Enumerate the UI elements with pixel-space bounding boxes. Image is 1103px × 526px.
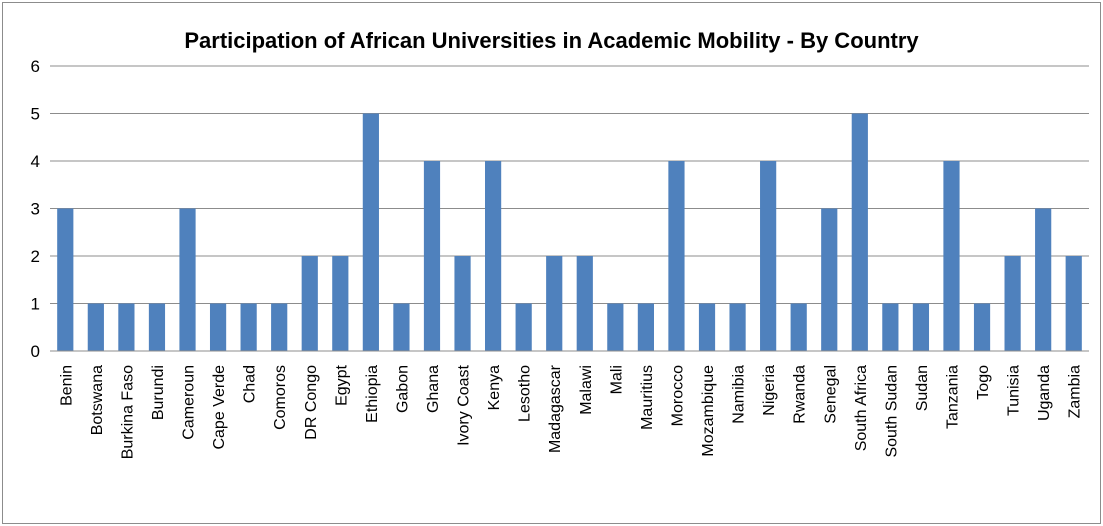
bar: [148, 303, 166, 351]
bar: [821, 208, 838, 351]
bar: [118, 303, 135, 351]
y-axis-ticks: 0 1 2 3 4 5 6: [31, 57, 40, 361]
y-tick-label: 5: [31, 105, 40, 124]
x-category-label: Kenya: [486, 365, 503, 410]
bar: [668, 161, 685, 351]
bar: [332, 256, 349, 351]
bar: [546, 256, 563, 351]
x-category-label: Lesotho: [517, 365, 534, 422]
x-category-label: Zambia: [1067, 365, 1084, 418]
x-category-label: Rwanda: [792, 365, 809, 424]
bar: [1065, 256, 1082, 351]
bar: [698, 303, 716, 351]
x-category-label: Mozambique: [700, 365, 717, 457]
bar: [760, 161, 777, 351]
bar: [851, 113, 868, 351]
x-category-label: Ethiopia: [364, 365, 381, 423]
bar: [271, 303, 288, 351]
y-tick-label: 1: [31, 295, 40, 314]
x-category-label: Burundi: [150, 365, 167, 420]
x-category-label: DR Congo: [303, 365, 320, 440]
bar: [57, 208, 74, 351]
x-category-label: Ivory Coast: [456, 364, 473, 445]
x-category-label: Morocco: [669, 365, 686, 426]
y-tick-label: 0: [31, 342, 40, 361]
bar: [912, 303, 930, 351]
y-tick-label: 6: [31, 57, 40, 76]
gridlines: [50, 65, 1089, 304]
bar: [393, 303, 410, 351]
y-tick-label: 4: [31, 152, 40, 171]
x-category-label: Cameroun: [181, 365, 198, 440]
x-category-label: Comoros: [272, 365, 289, 430]
bar: [790, 303, 807, 351]
bars: [57, 113, 1082, 351]
bar: [1035, 208, 1052, 351]
x-category-label: Senegal: [822, 365, 839, 424]
x-category-label: Mauritius: [639, 365, 656, 430]
bar: [882, 303, 899, 351]
bar: [240, 303, 257, 351]
bar: [973, 303, 991, 351]
x-category-label: Chad: [242, 365, 259, 403]
bar: [179, 208, 196, 351]
bar: [515, 303, 532, 351]
y-tick-label: 2: [31, 247, 40, 266]
x-category-label: Gabon: [394, 365, 411, 413]
x-category-label: Togo: [975, 365, 992, 400]
x-category-label: Cape Verde: [211, 365, 228, 450]
bar: [607, 303, 624, 351]
bar: [362, 113, 379, 351]
bar: [637, 303, 654, 351]
x-category-label: Madagascar: [547, 364, 564, 453]
y-tick-label: 3: [31, 200, 40, 219]
chart-title: Participation of African Universities in…: [184, 28, 919, 53]
x-category-label: Benin: [58, 365, 75, 406]
bar: [454, 256, 471, 351]
bar: [729, 303, 746, 351]
bar: [301, 256, 318, 351]
x-category-label: Namibia: [731, 365, 748, 424]
x-category-label: Malawi: [578, 365, 595, 415]
x-category-label: Botswana: [89, 365, 106, 435]
bar: [943, 161, 960, 351]
bar: [87, 303, 104, 351]
x-category-label: Tunisia: [1006, 365, 1023, 416]
x-category-label: Mali: [608, 365, 625, 394]
x-category-label: Tanzania: [944, 365, 961, 429]
bar: [209, 303, 227, 351]
x-category-label: Nigeria: [761, 365, 778, 416]
x-category-label: Egypt: [333, 364, 350, 405]
x-category-label: Uganda: [1036, 365, 1053, 421]
bar: [1004, 256, 1021, 351]
x-axis-labels: Benin Botswana Burkina Faso Burundi Cameroun…: [58, 364, 1083, 459]
bar: [485, 161, 502, 351]
bar: [576, 256, 593, 351]
x-category-label: Sudan: [914, 365, 931, 411]
bar: [423, 161, 441, 351]
x-category-label: South Sudan: [883, 365, 900, 458]
x-category-label: South Africa: [853, 365, 870, 451]
x-category-label: Ghana: [425, 365, 442, 413]
x-category-label: Burkina Faso: [119, 365, 136, 459]
